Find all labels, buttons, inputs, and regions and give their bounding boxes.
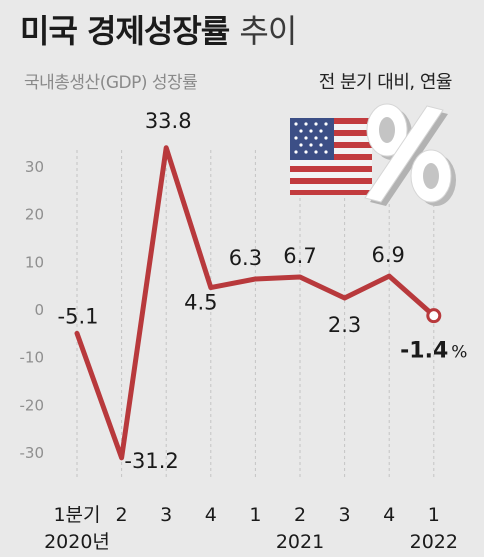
- series-line: [74, 145, 437, 461]
- us-flag-icon: [290, 118, 372, 195]
- y-tick-label: -30: [20, 444, 45, 462]
- x-tick-label: 2: [116, 504, 128, 526]
- series-group: [74, 145, 442, 461]
- x-tick-label: 3: [160, 504, 172, 526]
- data-labels: -5.1 -31.2 33.8 4.5 6.3 6.7 2.3 6.9 -1.4%: [58, 109, 468, 473]
- x-year-label: 2022: [410, 531, 458, 553]
- chart-title-suffix: 추이: [239, 12, 297, 50]
- data-label: 2.3: [328, 313, 361, 337]
- y-tick-label: -20: [20, 396, 45, 414]
- data-label: -31.2: [124, 449, 178, 473]
- x-tick-labels: 1분기 2 3 4 1 2 3 4 1 2020년 2021 2022: [44, 504, 458, 553]
- x-tick-label: 1: [428, 504, 440, 526]
- data-label: 6.3: [229, 246, 262, 270]
- data-label-unit: %: [451, 343, 467, 363]
- data-label: -1.4%: [400, 339, 467, 364]
- x-tick-label: 4: [205, 504, 217, 526]
- x-tick-label: 4: [383, 504, 395, 526]
- data-label: 6.7: [283, 244, 316, 268]
- y-axis-label: 국내총생산(GDP) 성장률: [24, 73, 198, 93]
- unit-note: 전 분기 대비, 연율: [318, 72, 453, 93]
- data-label: 4.5: [184, 291, 217, 315]
- percent-sign-icon: [364, 103, 456, 206]
- x-tick-label: 3: [339, 504, 351, 526]
- y-tick-label: -10: [20, 349, 45, 367]
- data-label: 33.8: [145, 109, 192, 133]
- y-tick-label: 10: [25, 253, 44, 271]
- y-tick-label: 20: [25, 206, 44, 224]
- last-point-marker: [426, 308, 442, 324]
- x-tick-label: 2: [294, 504, 306, 526]
- data-label: 6.9: [371, 243, 404, 267]
- y-tick-label: 0: [34, 301, 44, 319]
- chart-title: 미국 경제성장률 추이: [20, 6, 297, 52]
- y-tick-label: 30: [25, 158, 44, 176]
- decoration: [290, 103, 456, 206]
- x-tick-label: 1분기: [53, 504, 100, 526]
- x-year-label: 2020년: [44, 531, 110, 553]
- data-label: -5.1: [58, 304, 99, 328]
- x-tick-label: 1: [249, 504, 261, 526]
- y-tick-labels: 30 20 10 0 -10 -20 -30: [20, 158, 45, 462]
- chart-title-main: 미국 경제성장률: [20, 12, 230, 50]
- x-year-label: 2021: [276, 531, 324, 553]
